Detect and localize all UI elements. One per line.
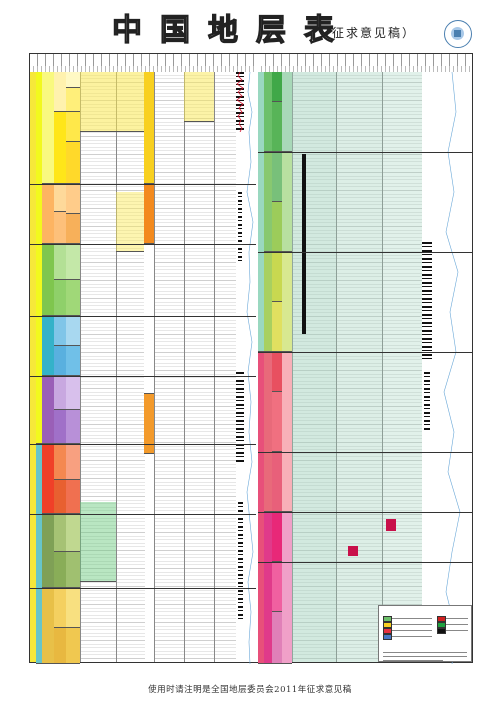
stage-column: [66, 72, 80, 664]
isotope-curve: [246, 72, 254, 664]
period-column: [42, 72, 54, 664]
legend-swatch: [383, 634, 392, 640]
page-title: 中国地层表: [111, 13, 352, 48]
formation-notes-column-3: [154, 72, 185, 662]
epoch-column-right: [282, 72, 292, 664]
chart-panel-left: [30, 54, 257, 664]
page-subtitle: （征求意见稿）: [318, 26, 417, 40]
stratum-marker: [348, 546, 358, 556]
formation-notes-column-5: [214, 72, 237, 662]
legend-swatch: [437, 628, 446, 634]
chart-panel-right: [258, 54, 472, 664]
regional-notes-column-3: [382, 72, 423, 662]
legend-swatch: [437, 616, 446, 622]
isotope-curve-column: [244, 72, 256, 664]
stratum-block: [302, 154, 306, 334]
legend-swatch: [383, 628, 392, 634]
formation-notes-column-1: [80, 72, 117, 662]
legend-swatch: [383, 616, 392, 622]
eon-column: [30, 72, 36, 662]
stage-color-strip: [144, 72, 154, 662]
epoch-column: [54, 72, 66, 664]
footer-notice: 使用时请注明是全国地层委员会2011年征求意见稿: [148, 685, 352, 695]
stratigraphic-chart: [29, 53, 473, 664]
era-column: [36, 72, 42, 664]
stratum-marker: [386, 519, 396, 531]
period-column-right: [272, 72, 282, 664]
formation-notes-column-4: [184, 72, 215, 662]
legend: [378, 605, 472, 662]
era-column-right: [264, 72, 272, 664]
formation-notes-column-2: [116, 72, 145, 662]
isotope-curve-right: [443, 72, 461, 664]
eon-column-right: [258, 72, 264, 664]
regional-notes-column-1: [292, 72, 337, 662]
legend-swatch: [437, 622, 446, 628]
legend-swatch: [383, 622, 392, 628]
cnc-stratigraphy-logo-icon: [444, 20, 472, 48]
isotope-curve-column-right: [432, 72, 472, 664]
red-event-curve: [236, 72, 244, 132]
regional-notes-column-2: [336, 72, 383, 662]
magnetostratigraphy-column-right: [422, 72, 432, 662]
